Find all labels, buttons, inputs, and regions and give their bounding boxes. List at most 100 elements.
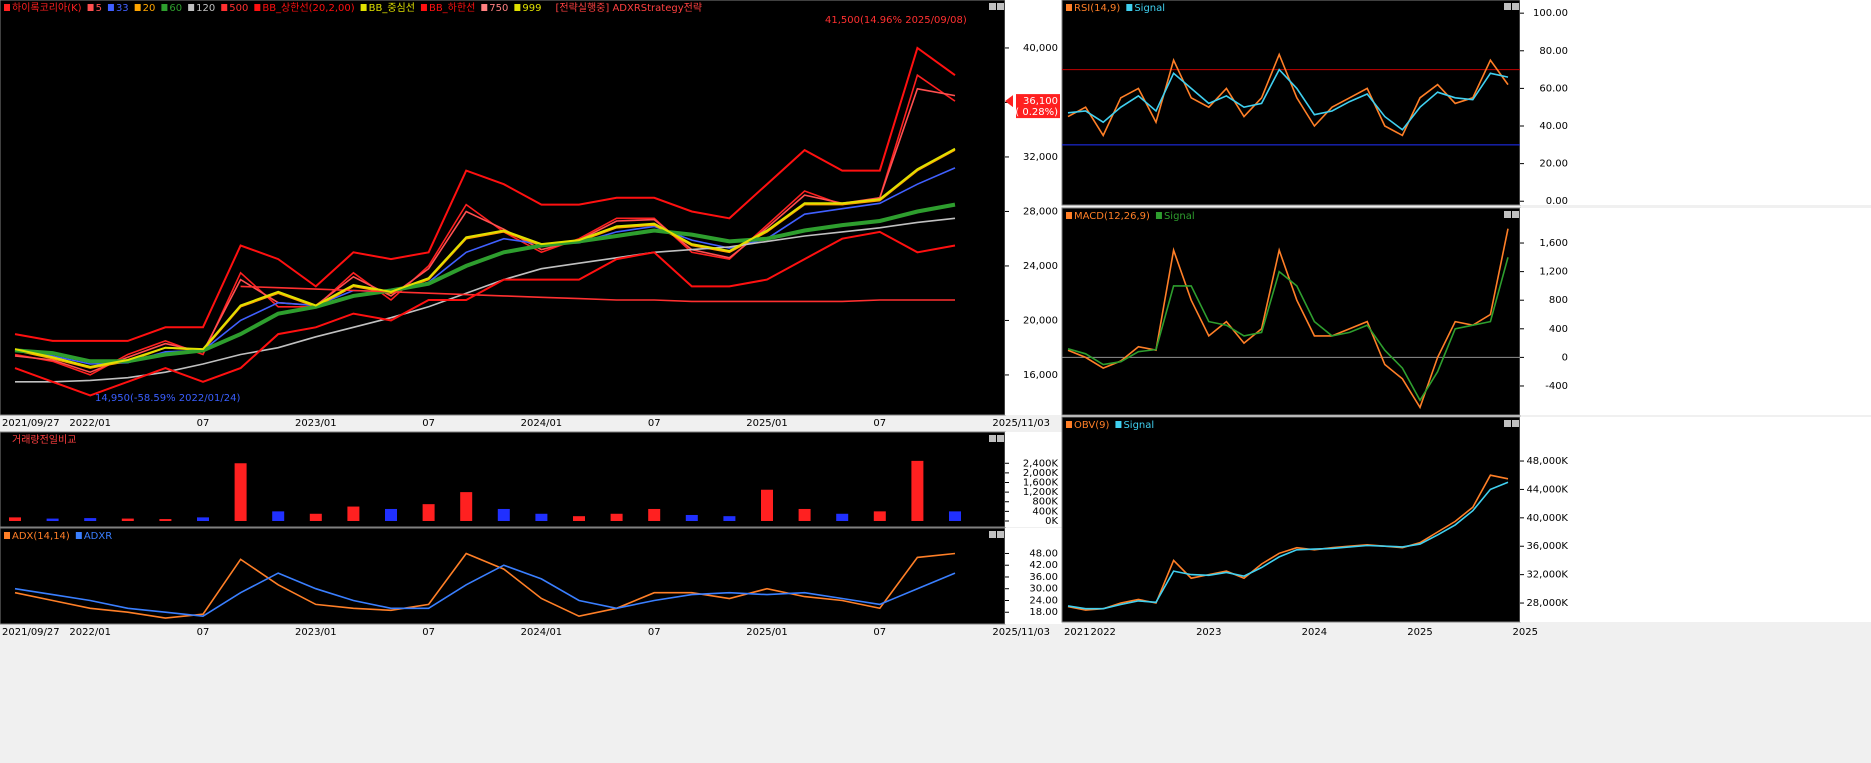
volume-bar (197, 517, 209, 521)
x-tick-label: 2025 (1513, 627, 1538, 638)
x-tick-label: 2025/11/03 (992, 418, 1050, 429)
y-tick-label: 40,000K (1526, 513, 1568, 524)
legend-label: 60 (169, 3, 182, 14)
series-line (1067, 257, 1509, 402)
series-line (1067, 474, 1509, 611)
y-tick-label: 400 (1549, 324, 1568, 335)
x-tick-label: 07 (197, 418, 210, 429)
volume-bar (836, 513, 849, 521)
x-tick-label: 2023 (1196, 627, 1221, 638)
y-tick-label: -400 (1545, 381, 1568, 392)
series-line (1067, 68, 1509, 131)
x-tick-label: 07 (873, 627, 886, 638)
panel-button (989, 3, 996, 10)
y-tick-label: 32,000 (1023, 152, 1058, 163)
volume-bar (385, 508, 397, 521)
volume-bar (798, 508, 811, 521)
axis-area (1005, 432, 1062, 527)
axis-area (1005, 0, 1062, 415)
legend-swatch (75, 532, 82, 539)
legend-label: ADXR (84, 531, 112, 542)
x-tick-label: 2024/01 (521, 627, 563, 638)
volume-bar (497, 508, 510, 521)
legend-swatch (1115, 421, 1122, 428)
x-tick-label: 2022 (1090, 627, 1115, 638)
series-line (14, 87, 956, 374)
panel-button (1512, 3, 1519, 10)
legend-label: 750 (489, 3, 508, 14)
legend-label: Signal (1164, 211, 1195, 222)
y-tick-label: 800K (1032, 497, 1058, 508)
panel-button (989, 531, 996, 538)
volume-bar (873, 511, 886, 521)
last-price-marker (1005, 95, 1013, 108)
last-price-label: 36,100 (1023, 96, 1058, 107)
legend-label: 20 (143, 3, 156, 14)
x-tick-label: 2022/01 (69, 418, 111, 429)
volume-bar (573, 516, 585, 521)
legend-label: 120 (196, 3, 215, 14)
y-tick-label: 48,000K (1526, 456, 1568, 467)
legend-swatch (1066, 212, 1072, 219)
y-tick-label: 0 (1562, 352, 1568, 363)
y-tick-label: 30.00 (1029, 584, 1058, 595)
panel-button (1504, 211, 1511, 218)
panel-button (1504, 3, 1511, 10)
y-tick-label: 16,000 (1023, 370, 1058, 381)
legend-label: OBV(9) (1074, 420, 1110, 431)
series-line (14, 564, 956, 618)
volume-bar (347, 506, 360, 521)
volume-bar (422, 504, 435, 521)
y-tick-label: 44,000K (1526, 484, 1568, 495)
plot-area (1061, 207, 1521, 416)
series-line (14, 46, 956, 342)
y-tick-label: 20,000 (1023, 315, 1058, 326)
legend-swatch (514, 4, 521, 11)
y-tick-label: 36,000K (1526, 541, 1568, 552)
legend-label: MACD(12,26,9) (1074, 211, 1150, 222)
y-tick-label: 18.00 (1029, 607, 1058, 618)
volume-bar (723, 516, 736, 521)
y-tick-label: 40,000 (1023, 43, 1058, 54)
y-tick-label: 1,200K (1023, 487, 1059, 498)
x-tick-label: 2021/09/27 (2, 418, 60, 429)
series-line (1067, 228, 1509, 410)
y-tick-label: 40.00 (1539, 121, 1568, 132)
y-tick-label: 2,400K (1023, 458, 1059, 469)
y-tick-label: 1,200 (1539, 267, 1568, 278)
legend-swatch (188, 4, 195, 11)
y-tick-label: 2,000K (1023, 468, 1059, 479)
series-line (14, 167, 956, 365)
panel-button (1504, 420, 1511, 427)
legend-label: Signal (1134, 3, 1165, 14)
volume-bar (535, 513, 548, 521)
legend-swatch (1066, 421, 1072, 428)
x-tick-label: 2025 (1407, 627, 1432, 638)
y-tick-label: 100.00 (1533, 8, 1568, 19)
x-tick-label: 07 (648, 627, 661, 638)
legend-swatch (1126, 4, 1133, 11)
volume-bar (121, 518, 134, 521)
volume-bar (159, 519, 172, 521)
x-tick-label: 2025/11/03 (992, 627, 1050, 638)
legend-swatch (221, 4, 228, 11)
volume-bar (761, 489, 773, 521)
y-tick-label: 60.00 (1539, 83, 1568, 94)
volume-bar (610, 513, 623, 521)
panel-button (1512, 211, 1519, 218)
legend-swatch (4, 532, 10, 539)
x-tick-label: 2025/01 (746, 418, 788, 429)
axis-area (1520, 208, 1871, 415)
y-tick-label: 36.00 (1029, 572, 1058, 583)
x-tick-label: 2022/01 (69, 627, 111, 638)
legend-swatch (4, 4, 10, 11)
last-price-box (1016, 94, 1060, 119)
x-tick-label: 2021/09/27 (2, 627, 60, 638)
series-line (240, 285, 955, 303)
plot-area (1061, 416, 1521, 623)
volume-bar (272, 511, 285, 521)
plot-area (0, 0, 1006, 416)
panel-button (1512, 420, 1519, 427)
x-tick-label: 2025/01 (746, 627, 788, 638)
y-tick-label: 28,000K (1526, 598, 1568, 609)
